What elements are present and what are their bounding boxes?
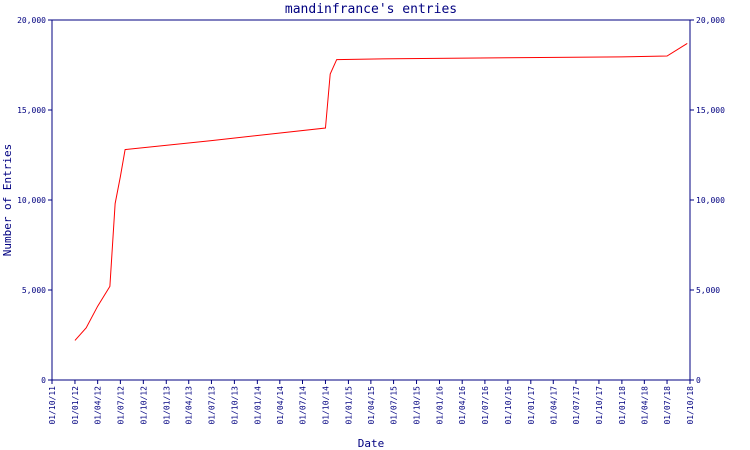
x-tick-label: 01/07/18 bbox=[663, 386, 672, 425]
y-tick-label: 15,000 bbox=[17, 106, 46, 115]
x-tick-label: 01/10/13 bbox=[230, 386, 239, 425]
x-tick-label: 01/01/14 bbox=[253, 386, 262, 425]
y-tick-label: 0 bbox=[41, 376, 46, 385]
y2-tick-label: 20,000 bbox=[696, 16, 725, 25]
x-tick-label: 01/04/12 bbox=[94, 386, 103, 425]
x-tick-label: 01/04/13 bbox=[185, 386, 194, 425]
x-tick-label: 01/10/18 bbox=[686, 386, 695, 425]
x-tick-label: 01/04/15 bbox=[367, 386, 376, 425]
x-tick-label: 01/10/15 bbox=[413, 386, 422, 425]
y2-tick-label: 0 bbox=[696, 376, 701, 385]
x-tick-label: 01/01/17 bbox=[527, 386, 536, 425]
x-tick-label: 01/07/15 bbox=[390, 386, 399, 425]
x-tick-label: 01/04/18 bbox=[640, 386, 649, 425]
x-tick-label: 01/10/17 bbox=[595, 386, 604, 425]
x-tick-label: 01/10/16 bbox=[504, 386, 513, 425]
x-tick-label: 01/01/18 bbox=[618, 386, 627, 425]
x-tick-label: 01/10/12 bbox=[139, 386, 148, 425]
y-tick-label: 20,000 bbox=[17, 16, 46, 25]
x-tick-label: 01/01/15 bbox=[344, 386, 353, 425]
y2-tick-label: 15,000 bbox=[696, 106, 725, 115]
x-tick-label: 01/07/12 bbox=[116, 386, 125, 425]
y-tick-label: 5,000 bbox=[22, 286, 46, 295]
x-tick-label: 01/10/11 bbox=[48, 386, 57, 425]
x-tick-label: 01/04/16 bbox=[458, 386, 467, 425]
y-tick-label: 10,000 bbox=[17, 196, 46, 205]
x-tick-label: 01/01/13 bbox=[162, 386, 171, 425]
x-tick-label: 01/07/17 bbox=[572, 386, 581, 425]
x-tick-label: 01/07/16 bbox=[481, 386, 490, 425]
x-tick-label: 01/04/17 bbox=[549, 386, 558, 425]
x-tick-label: 01/01/12 bbox=[71, 386, 80, 425]
x-axis-label: Date bbox=[358, 437, 385, 450]
y2-tick-label: 10,000 bbox=[696, 196, 725, 205]
x-tick-label: 01/01/16 bbox=[435, 386, 444, 425]
x-tick-label: 01/07/13 bbox=[207, 386, 216, 425]
y-axis-label: Number of Entries bbox=[1, 144, 14, 257]
x-tick-label: 01/10/14 bbox=[321, 386, 330, 425]
x-tick-label: 01/04/14 bbox=[276, 386, 285, 425]
y2-tick-label: 5,000 bbox=[696, 286, 720, 295]
plot-frame bbox=[51, 19, 691, 381]
x-tick-label: 01/07/14 bbox=[299, 386, 308, 425]
line bbox=[74, 42, 688, 341]
chart-title: mandinfrance's entries bbox=[285, 2, 457, 17]
